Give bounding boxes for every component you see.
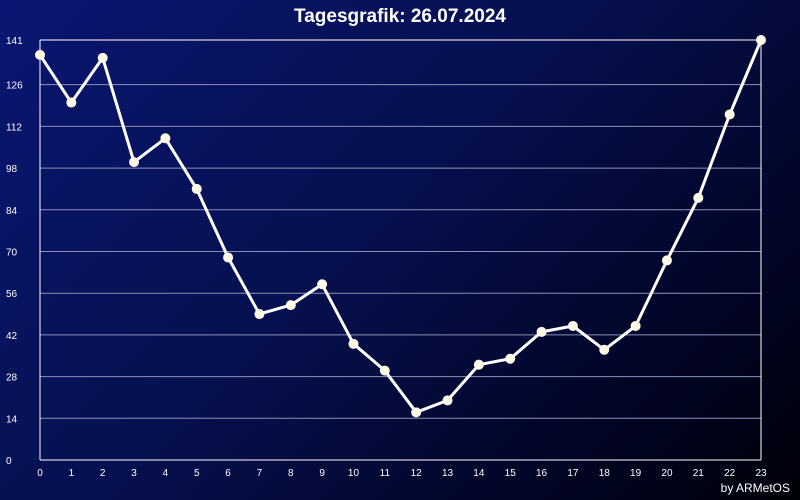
x-tick-label-4: 4 (163, 468, 169, 479)
data-point-11 (379, 365, 390, 376)
x-tick-label-16: 16 (536, 468, 548, 479)
y-tick-labels: 0 14 28 42 56 70 84 98 112 126 141 (6, 36, 23, 467)
x-tick-label-3: 3 (131, 468, 137, 479)
x-tick-label-15: 15 (505, 468, 517, 479)
data-point-16 (536, 326, 547, 337)
x-tick-label-14: 14 (473, 468, 485, 479)
data-point-5 (191, 183, 202, 194)
x-tick-label-22: 22 (724, 468, 736, 479)
data-point-19 (630, 320, 641, 331)
x-tick-label-19: 19 (630, 468, 642, 479)
chart-title: Tagesgrafik: 26.07.2024 (294, 6, 506, 27)
data-point-7 (254, 309, 265, 320)
x-tick-label-9: 9 (319, 468, 325, 479)
data-point-13 (442, 395, 453, 406)
y-tick-label-0: 0 (6, 456, 12, 467)
data-point-4 (160, 133, 171, 144)
x-tick-label-1: 1 (69, 468, 75, 479)
x-tick-labels: 0 1 2 3 4 5 6 7 8 9 10 11 12 13 14 15 16 17 18 19 20 21 22 23 (37, 468, 767, 479)
x-tick-label-7: 7 (257, 468, 263, 479)
x-tick-label-2: 2 (100, 468, 106, 479)
data-point-3 (129, 157, 140, 168)
axes (39, 39, 762, 461)
y-tick-label-42: 42 (6, 331, 18, 342)
grid-lines (40, 39, 761, 419)
x-tick-label-10: 10 (348, 468, 360, 479)
y-tick-label-70: 70 (6, 247, 18, 258)
data-point-21 (693, 192, 704, 203)
data-point-20 (661, 255, 672, 266)
data-point-6 (223, 252, 234, 263)
y-tick-label-56: 56 (6, 289, 18, 300)
x-tick-label-0: 0 (37, 468, 43, 479)
data-point-2 (97, 52, 108, 63)
data-point-8 (285, 300, 296, 311)
y-tick-label-84: 84 (6, 206, 18, 217)
data-point-14 (473, 359, 484, 370)
y-tick-label-98: 98 (6, 164, 18, 175)
y-tick-label-141: 141 (6, 36, 23, 47)
data-series (38, 38, 763, 414)
x-tick-label-8: 8 (288, 468, 294, 479)
y-tick-label-14: 14 (6, 414, 18, 425)
data-points (35, 35, 766, 418)
x-tick-label-18: 18 (599, 468, 611, 479)
data-point-0 (35, 49, 45, 60)
series-line (38, 38, 763, 414)
data-point-23 (756, 35, 766, 45)
credit-text: by ARMetOS (720, 481, 790, 495)
x-tick-label-5: 5 (194, 468, 200, 479)
data-point-9 (317, 279, 328, 290)
y-tick-label-112: 112 (6, 122, 22, 133)
data-point-17 (567, 320, 578, 331)
x-tick-label-13: 13 (442, 468, 454, 479)
data-point-22 (724, 109, 735, 120)
data-point-18 (599, 344, 610, 355)
data-point-15 (505, 353, 516, 364)
y-tick-label-126: 126 (6, 81, 23, 92)
x-tick-label-6: 6 (225, 468, 231, 479)
data-point-1 (66, 97, 77, 108)
x-tick-label-21: 21 (693, 468, 705, 479)
x-tick-label-11: 11 (380, 468, 391, 479)
x-tick-label-12: 12 (411, 468, 423, 479)
data-point-12 (411, 407, 422, 418)
x-tick-label-17: 17 (567, 468, 579, 479)
y-tick-label-28: 28 (6, 373, 18, 384)
data-point-10 (348, 338, 359, 349)
x-tick-label-20: 20 (661, 468, 673, 479)
x-tick-label-23: 23 (755, 468, 767, 479)
